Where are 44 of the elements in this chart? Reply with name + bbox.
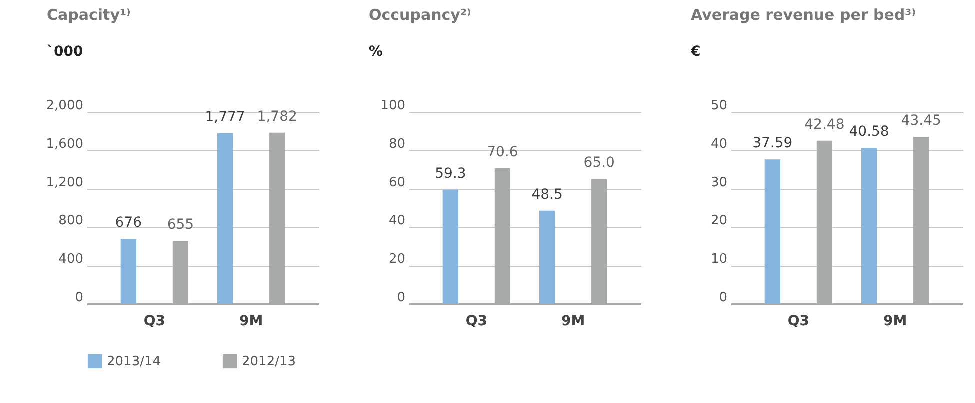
chart-subtitle: % <box>369 44 384 60</box>
chart-title: Occupancy²⁾ <box>369 6 472 24</box>
y-tick-label: 50 <box>710 98 728 114</box>
data-label: 1,777 <box>205 109 246 126</box>
chart-title: Average revenue per bed³⁾ <box>691 6 916 24</box>
data-label: 655 <box>167 217 194 234</box>
y-tick-label: 20 <box>388 252 406 268</box>
y-tick-label: 2,000 <box>46 98 84 114</box>
y-tick-label: 400 <box>58 252 84 268</box>
y-tick-label: 40 <box>388 214 406 229</box>
data-label: 59.3 <box>435 166 466 182</box>
data-label: 43.45 <box>901 113 942 130</box>
data-label: 48.5 <box>532 186 563 203</box>
data-label: 37.59 <box>752 136 793 152</box>
x-tick-label: Q3 <box>466 314 488 330</box>
chart-subtitle: `000 <box>47 44 84 60</box>
data-label: 70.6 <box>487 144 518 160</box>
y-tick-label: 0 <box>719 290 728 306</box>
data-label: 1,782 <box>257 108 298 125</box>
y-tick-label: 100 <box>380 98 406 114</box>
x-tick-label: Q3 <box>788 314 810 330</box>
data-label: 42.48 <box>804 116 845 133</box>
y-tick-label: 20 <box>710 214 728 229</box>
y-tick-label: 10 <box>710 252 728 268</box>
x-tick-label: 9M <box>561 314 586 330</box>
chart-title: Capacity¹⁾ <box>47 6 131 24</box>
y-tick-label: 40 <box>710 136 728 152</box>
legend-label: 2013/14 <box>107 354 162 370</box>
y-tick-label: 1,600 <box>46 136 84 152</box>
x-tick-label: 9M <box>239 314 264 330</box>
y-tick-label: 0 <box>397 290 406 306</box>
data-label: 40.58 <box>849 124 890 140</box>
data-label: 676 <box>115 215 142 232</box>
y-tick-label: 80 <box>388 136 406 152</box>
y-tick-label: 0 <box>75 290 84 306</box>
y-tick-label: 800 <box>58 214 84 229</box>
data-label: 65.0 <box>584 155 615 172</box>
chart-subtitle: € <box>690 44 701 60</box>
y-tick-label: 60 <box>388 175 406 190</box>
x-tick-label: Q3 <box>144 314 166 330</box>
y-tick-label: 1,200 <box>46 175 84 190</box>
legend-label: 2012/13 <box>242 354 296 370</box>
y-tick-label: 30 <box>710 175 728 190</box>
x-tick-label: 9M <box>883 314 908 330</box>
